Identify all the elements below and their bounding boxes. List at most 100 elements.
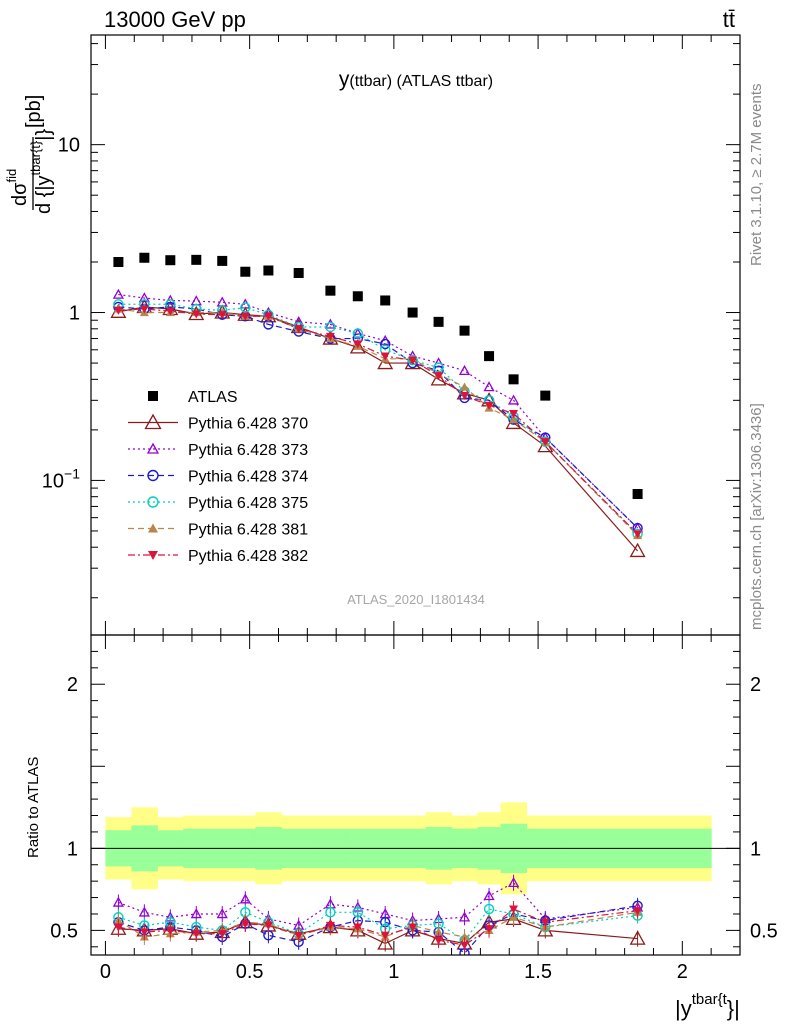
ratio-y-tick-label: 2	[67, 674, 78, 696]
data-point	[325, 285, 336, 296]
ratio-point	[138, 906, 150, 917]
svg-text:d {|ytbar{t}|}: d {|ytbar{t}|}	[28, 129, 55, 214]
legend-marker	[147, 469, 159, 482]
y-axis-label-main: dσfid d {|ytbar{t}|} [pb]	[4, 95, 55, 214]
ratio-series-6	[113, 901, 643, 954]
legend-marker	[144, 413, 162, 430]
ratio-y-tick-label-right: 2	[750, 674, 761, 696]
data-point	[139, 252, 150, 263]
analysis-watermark: ATLAS_2020_I1801434	[347, 592, 485, 607]
ratio-y-tick-label-right: 0.5	[750, 920, 778, 942]
ratio-point	[460, 932, 470, 941]
data-point	[293, 267, 304, 278]
header-right: tt̄	[723, 7, 735, 32]
legend-entry-4: Pythia 6.428 375	[128, 495, 308, 512]
legend-entry-3: Pythia 6.428 374	[128, 469, 308, 486]
ratio-point	[239, 893, 251, 904]
ratio-data-marks	[110, 874, 646, 955]
ratio-y-tick-label: 0.5	[50, 920, 78, 942]
ratio-point	[380, 931, 390, 940]
data-point	[353, 340, 363, 349]
series-line	[118, 308, 639, 536]
legend-entry-5: Pythia 6.428 381	[128, 522, 308, 539]
ratio-point	[377, 935, 394, 950]
mcplots-label: mcplots.cern.ch [arXiv:1306.3436]	[748, 403, 765, 630]
data-point	[407, 307, 418, 318]
ratio-point	[458, 911, 471, 922]
data-point	[484, 401, 494, 410]
ratio-point	[190, 908, 202, 919]
legend-label: Pythia 6.428 370	[188, 416, 308, 433]
data-point	[458, 364, 471, 376]
ratio-point	[113, 923, 123, 932]
data-point	[165, 307, 175, 316]
ratio-point	[507, 876, 520, 888]
legend: ATLAS Pythia 6.428 370 Pythia 6.428 373 Pyt…	[128, 389, 308, 565]
ratio-point	[325, 921, 335, 930]
x-tick-label: 0	[100, 961, 111, 983]
data-point	[380, 295, 391, 306]
ratio-point	[352, 907, 364, 918]
legend-marker	[148, 523, 158, 533]
series-atlas	[113, 252, 643, 500]
y-tick-label: 10−1	[42, 465, 80, 492]
data-point	[191, 254, 202, 265]
ratio-point	[629, 930, 646, 945]
legend-marker	[146, 442, 160, 454]
data-point	[632, 489, 643, 500]
legend-marker	[148, 391, 158, 401]
legend-marker	[148, 551, 158, 560]
series-6	[113, 305, 643, 539]
data-point	[459, 325, 470, 336]
rivet-version-label: Rivet 3.1.10, ≥ 2.7M events	[748, 83, 765, 267]
svg-text:[pb]: [pb]	[23, 95, 45, 128]
data-point	[325, 321, 336, 333]
ratio-point	[353, 923, 363, 932]
data-point	[380, 338, 391, 350]
x-tick-label: 1.5	[524, 961, 552, 983]
ratio-point	[139, 928, 149, 937]
legend-label: Pythia 6.428 382	[188, 548, 308, 565]
ratio-point	[191, 930, 201, 939]
data-point	[263, 312, 273, 321]
legend-marker	[147, 496, 159, 508]
ratio-point	[483, 890, 495, 901]
data-point	[508, 374, 519, 385]
data-point	[633, 530, 643, 539]
y-axis-label-ratio: Ratio to ATLAS	[25, 757, 42, 858]
legend-label: ATLAS	[188, 389, 238, 406]
data-point	[483, 381, 495, 392]
data-point	[138, 292, 150, 303]
data-point	[188, 305, 205, 321]
ratio-point	[216, 908, 228, 919]
ratio-y-tick-label: 1	[67, 838, 78, 860]
ratio-point	[294, 931, 304, 940]
ratio-series-line	[118, 882, 638, 927]
data-point	[509, 410, 519, 419]
data-point	[433, 316, 444, 327]
ratio-bands	[91, 802, 740, 895]
svg-text:dσfid: dσfid	[4, 169, 31, 206]
data-point	[380, 352, 390, 361]
data-point	[240, 266, 251, 277]
x-tick-label: 1	[388, 961, 399, 983]
ratio-point	[460, 941, 470, 950]
ratio-point	[408, 923, 418, 932]
data-point	[629, 542, 646, 558]
series-line	[118, 308, 639, 535]
header-left: 13000 GeV pp	[104, 7, 246, 32]
legend-label: Pythia 6.428 374	[188, 469, 308, 486]
axes: 10 1 10−1 2 2 1 1 0.5 0.5 0 0.5 1 1.5 2	[42, 34, 778, 983]
main-title: y(ttbar) (ATLAS ttbar)	[339, 68, 493, 91]
main-frame	[90, 34, 741, 636]
data-point	[484, 351, 495, 362]
ratio-point	[484, 925, 494, 934]
data-point	[191, 310, 201, 319]
legend-label: Pythia 6.428 381	[188, 522, 308, 539]
data-point	[352, 328, 364, 339]
legend-label: Pythia 6.428 375	[188, 495, 308, 512]
legend-entry-6: Pythia 6.428 382	[128, 548, 308, 565]
ratio-series-line	[118, 911, 638, 938]
y-tick-label: 10	[58, 135, 80, 157]
